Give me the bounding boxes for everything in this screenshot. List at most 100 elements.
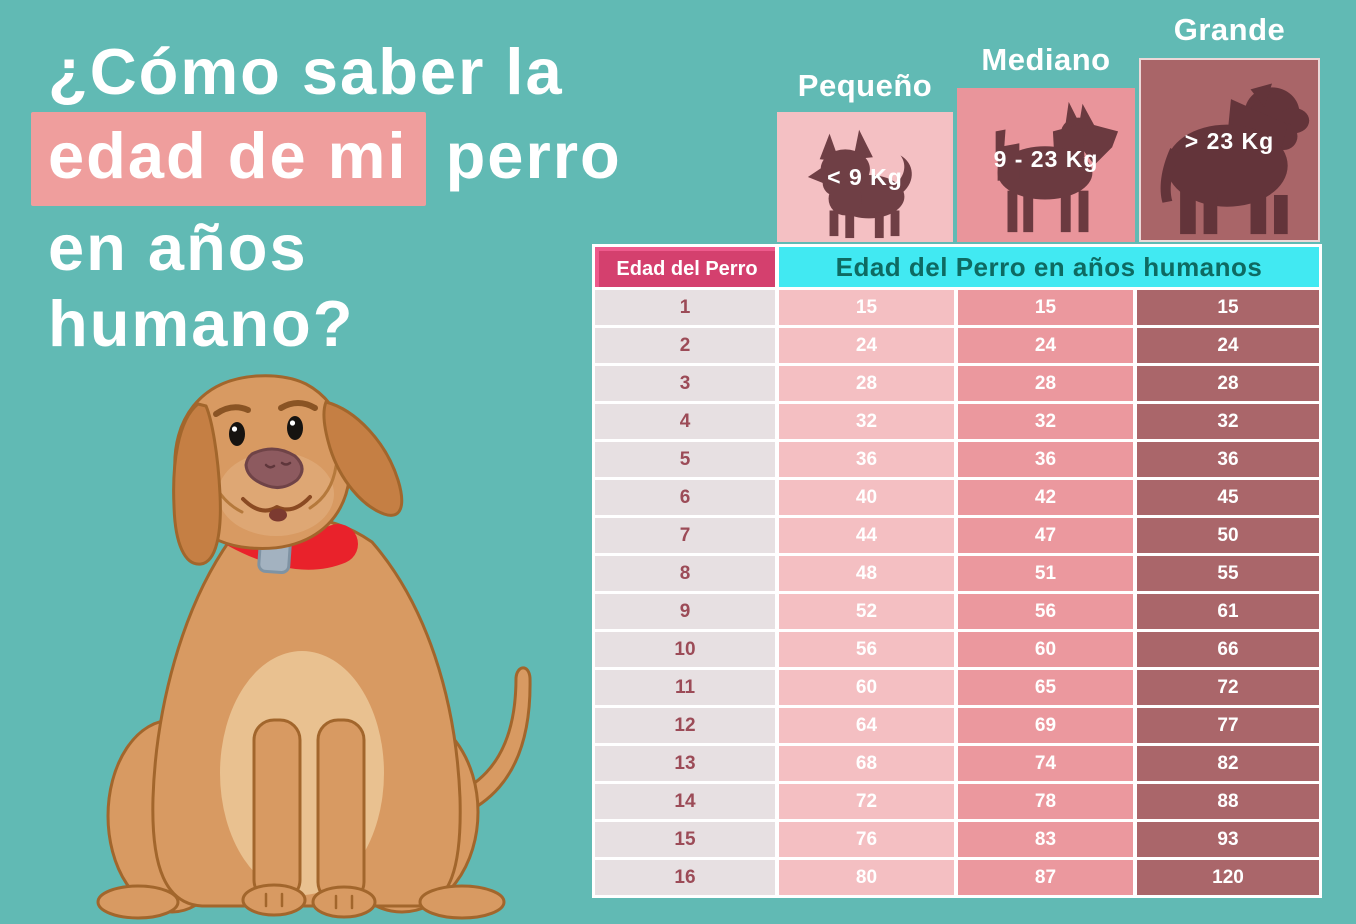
medium-dog-age-cell: 51 bbox=[958, 556, 1133, 591]
table-row: 14 72 78 88 bbox=[595, 784, 1319, 819]
large-dog-age-cell: 36 bbox=[1137, 442, 1319, 477]
title-line-2-rest: perro bbox=[425, 119, 622, 192]
dog-age-cell: 10 bbox=[595, 632, 775, 667]
dog-ear-right bbox=[322, 400, 404, 517]
large-dog-age-cell: 77 bbox=[1137, 708, 1319, 743]
medium-dog-age-cell: 87 bbox=[958, 860, 1133, 895]
medium-dog-age-cell: 74 bbox=[958, 746, 1133, 781]
small-dog-age-cell: 80 bbox=[779, 860, 954, 895]
dog-age-cell: 6 bbox=[595, 480, 775, 515]
small-dog-silhouette-icon bbox=[807, 129, 912, 239]
large-dog-age-cell: 93 bbox=[1137, 822, 1319, 857]
dog-age-cell: 4 bbox=[595, 404, 775, 439]
medium-dog-age-cell: 47 bbox=[958, 518, 1133, 553]
human-years-header: Edad del Perro en años humanos bbox=[779, 247, 1319, 287]
dog-age-cell: 16 bbox=[595, 860, 775, 895]
dog-age-cell: 12 bbox=[595, 708, 775, 743]
medium-dog-age-cell: 15 bbox=[958, 290, 1133, 325]
large-dog-age-cell: 50 bbox=[1137, 518, 1319, 553]
size-label-mediano: Mediano bbox=[981, 42, 1111, 77]
dog-age-cell: 11 bbox=[595, 670, 775, 705]
small-dog-age-cell: 64 bbox=[779, 708, 954, 743]
size-box-mediano bbox=[957, 88, 1135, 242]
dog-front-leg-right bbox=[316, 718, 366, 904]
dog-eye-left bbox=[229, 422, 245, 446]
table-row: 12 64 69 77 bbox=[595, 708, 1319, 743]
medium-dog-age-cell: 28 bbox=[958, 366, 1133, 401]
large-dog-age-cell: 72 bbox=[1137, 670, 1319, 705]
title-line-2: edad de mi perro bbox=[31, 112, 622, 206]
medium-dog-age-cell: 24 bbox=[958, 328, 1133, 363]
dog-age-cell: 2 bbox=[595, 328, 775, 363]
small-dog-age-cell: 36 bbox=[779, 442, 954, 477]
small-dog-age-cell: 24 bbox=[779, 328, 954, 363]
cartoon-dog-illustration bbox=[96, 374, 532, 920]
size-box-grande bbox=[1139, 58, 1320, 242]
size-label-pequeno: Pequeño bbox=[797, 68, 933, 103]
table-row: 3 28 28 28 bbox=[595, 366, 1319, 401]
table-header-row: Edad del Perro Edad del Perro en años hu… bbox=[595, 247, 1319, 287]
table-row: 11 60 65 72 bbox=[595, 670, 1319, 705]
age-table-body: 1 15 15 15 2 24 24 24 3 28 28 28 4 32 32 32 5 36 36 36 6 40 42… bbox=[595, 290, 1319, 895]
large-dog-age-cell: 88 bbox=[1137, 784, 1319, 819]
table-row: 10 56 60 66 bbox=[595, 632, 1319, 667]
small-dog-age-cell: 76 bbox=[779, 822, 954, 857]
medium-dog-age-cell: 36 bbox=[958, 442, 1133, 477]
table-row: 2 24 24 24 bbox=[595, 328, 1319, 363]
medium-dog-age-cell: 78 bbox=[958, 784, 1133, 819]
large-dog-age-cell: 15 bbox=[1137, 290, 1319, 325]
weight-label-mediano: 9 - 23 Kg bbox=[993, 146, 1099, 172]
small-dog-age-cell: 28 bbox=[779, 366, 954, 401]
small-dog-age-cell: 48 bbox=[779, 556, 954, 591]
size-label-grande: Grande bbox=[1173, 12, 1286, 47]
dog-age-cell: 13 bbox=[595, 746, 775, 781]
small-dog-age-cell: 68 bbox=[779, 746, 954, 781]
large-dog-age-cell: 120 bbox=[1137, 860, 1319, 895]
title-line-4: humano? bbox=[48, 287, 355, 360]
title-line-3: en años bbox=[48, 211, 308, 284]
dog-rear-paw-left bbox=[96, 884, 180, 920]
medium-dog-silhouette-icon bbox=[995, 101, 1119, 233]
table-row: 5 36 36 36 bbox=[595, 442, 1319, 477]
small-dog-age-cell: 60 bbox=[779, 670, 954, 705]
small-dog-age-cell: 40 bbox=[779, 480, 954, 515]
medium-dog-age-cell: 42 bbox=[958, 480, 1133, 515]
dog-age-cell: 1 bbox=[595, 290, 775, 325]
dog-age-cell: 9 bbox=[595, 594, 775, 629]
table-row: 13 68 74 82 bbox=[595, 746, 1319, 781]
small-dog-age-cell: 44 bbox=[779, 518, 954, 553]
large-dog-age-cell: 24 bbox=[1137, 328, 1319, 363]
large-dog-age-cell: 28 bbox=[1137, 366, 1319, 401]
age-conversion-table: Edad del Perro Edad del Perro en años hu… bbox=[592, 244, 1322, 898]
dog-age-cell: 8 bbox=[595, 556, 775, 591]
title-line-1: ¿Cómo saber la bbox=[48, 35, 564, 108]
medium-dog-age-cell: 60 bbox=[958, 632, 1133, 667]
dog-age-cell: 7 bbox=[595, 518, 775, 553]
table-row: 6 40 42 45 bbox=[595, 480, 1319, 515]
small-dog-age-cell: 32 bbox=[779, 404, 954, 439]
small-dog-age-cell: 52 bbox=[779, 594, 954, 629]
small-dog-age-cell: 15 bbox=[779, 290, 954, 325]
dog-front-paw-left bbox=[241, 883, 307, 917]
dog-ear-left bbox=[172, 402, 222, 566]
dog-age-header: Edad del Perro bbox=[595, 247, 775, 287]
large-dog-age-cell: 61 bbox=[1137, 594, 1319, 629]
medium-dog-age-cell: 56 bbox=[958, 594, 1133, 629]
medium-dog-age-cell: 65 bbox=[958, 670, 1133, 705]
table-row: 8 48 51 55 bbox=[595, 556, 1319, 591]
table-row: 15 76 83 93 bbox=[595, 822, 1319, 857]
weight-label-grande: > 23 Kg bbox=[1184, 128, 1275, 154]
dog-nose bbox=[244, 447, 304, 489]
large-dog-age-cell: 66 bbox=[1137, 632, 1319, 667]
medium-dog-age-cell: 83 bbox=[958, 822, 1133, 857]
dog-mouth bbox=[241, 495, 312, 513]
dog-rear-paw-right bbox=[418, 884, 506, 920]
medium-dog-age-cell: 32 bbox=[958, 404, 1133, 439]
dog-front-leg-left bbox=[252, 718, 302, 902]
dog-age-cell: 14 bbox=[595, 784, 775, 819]
large-dog-age-cell: 82 bbox=[1137, 746, 1319, 781]
table-row: 7 44 47 50 bbox=[595, 518, 1319, 553]
table-row: 9 52 56 61 bbox=[595, 594, 1319, 629]
size-box-pequeno bbox=[777, 112, 953, 242]
